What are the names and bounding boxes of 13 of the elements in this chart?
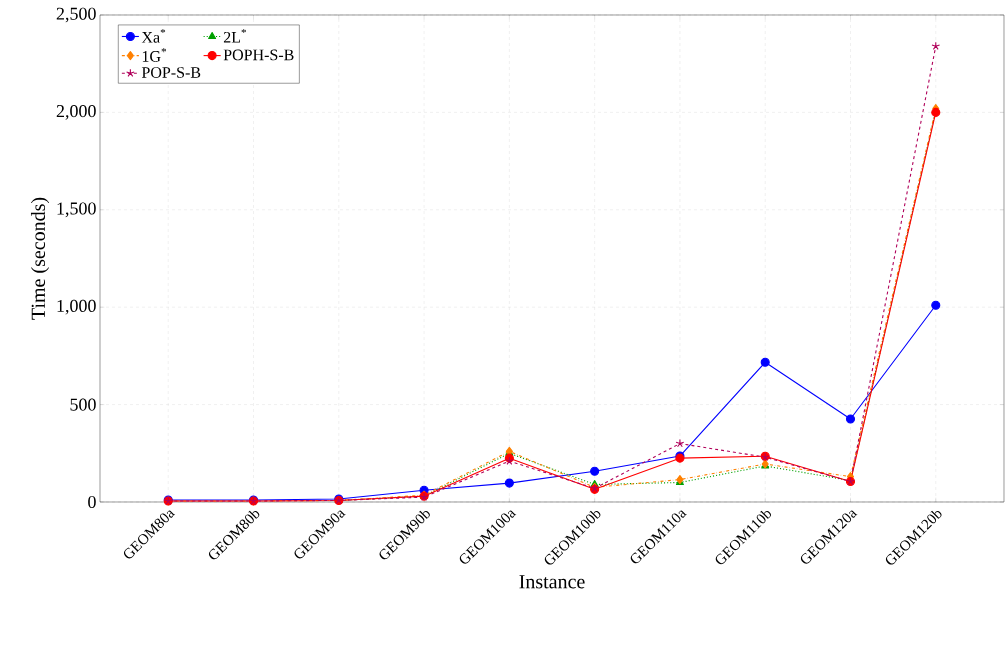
y-tick-label: 2,500 <box>56 7 96 23</box>
legend-label: 2L$^{*}$ <box>223 28 247 43</box>
y-tick-label: 500 <box>70 398 96 411</box>
legend-label: POPH-S-B <box>223 49 294 61</box>
legend-label: 1G$^{*}$ <box>142 48 167 62</box>
y-tick-label: 0 <box>88 495 96 509</box>
y-tick-label: 2,000 <box>56 105 96 120</box>
y-tick-label: 1,000 <box>57 299 96 315</box>
legend-label: POP-S-B <box>141 67 201 78</box>
y-tick-label: 1,500 <box>57 202 96 218</box>
x-axis-title: Instance <box>519 575 585 589</box>
y-axis-title: Time (seconds) <box>30 197 50 320</box>
legend-label: Xa$^{*}$ <box>141 28 166 43</box>
